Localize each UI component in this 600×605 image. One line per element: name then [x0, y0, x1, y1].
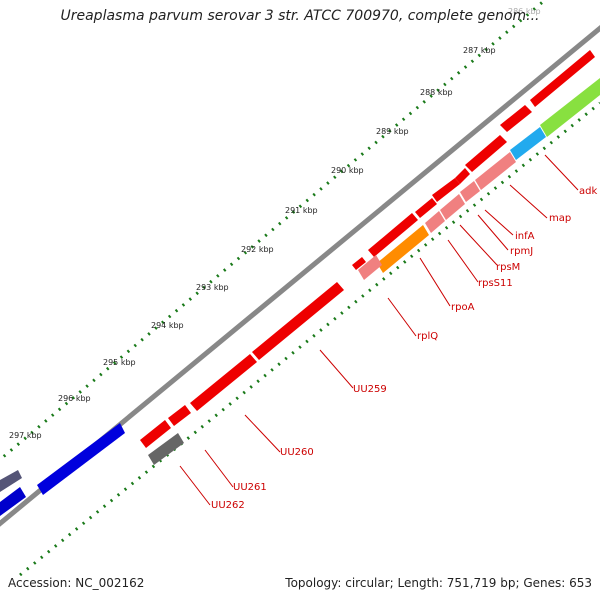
gene-arrow[interactable]	[190, 354, 257, 411]
gene-label: rpsM	[496, 262, 520, 273]
reverse-genes	[0, 423, 125, 516]
genome-title: Ureaplasma parvum serovar 3 str. ATCC 70…	[60, 8, 540, 24]
gene-label: UU259	[353, 384, 387, 395]
gene-arrow[interactable]	[415, 198, 437, 218]
gene-label: UU261	[233, 482, 267, 493]
kbp-tick-label: 291 kbp	[285, 206, 318, 215]
gene-arrow[interactable]	[252, 282, 344, 360]
ribosomal-gene[interactable]	[475, 152, 516, 190]
kbp-tick-label: 295 kbp	[103, 358, 136, 367]
kbp-tick-label: 293 kbp	[196, 283, 229, 292]
kbp-tick-label: 286 kbp	[508, 7, 541, 16]
kbp-tick-label: 289 kbp	[376, 127, 409, 136]
topology-summary: Topology: circular; Length: 751,719 bp; …	[285, 576, 592, 590]
kbp-tick-label: 288 kbp	[420, 88, 453, 97]
forward-genes	[140, 50, 595, 448]
gene-arrow[interactable]	[500, 105, 532, 132]
gene-label: infA	[515, 231, 535, 242]
gene-label: adk	[579, 186, 597, 197]
gene-arrow[interactable]	[352, 257, 366, 270]
adk-gene[interactable]	[540, 78, 600, 137]
inner-dotted-ruler	[19, 101, 600, 577]
ribosomal-gene[interactable]	[358, 255, 382, 280]
gene-arrow-reverse[interactable]	[0, 487, 26, 516]
gene-arrow[interactable]	[465, 135, 507, 172]
gene-arrow[interactable]	[368, 213, 418, 257]
kbp-tick-label: 294 kbp	[151, 321, 184, 330]
gene-arrow[interactable]	[140, 420, 171, 448]
gene-arrow-reverse[interactable]	[37, 423, 125, 495]
outer-dotted-ruler	[0, 0, 546, 462]
gene-label: rpoA	[451, 302, 475, 313]
kbp-tick-label: 292 kbp	[241, 245, 274, 254]
label-leaders	[179, 154, 579, 506]
kbp-tick-label: 296 kbp	[58, 394, 91, 403]
gene-name-labels: adk map infA rpmJ rpsM rpsS11 rpoA rplQ UU259 UU2…	[211, 186, 597, 511]
gene-arrow[interactable]	[455, 168, 470, 184]
ribosomal-gene[interactable]	[460, 181, 480, 202]
ribosomal-gene[interactable]	[425, 211, 445, 233]
map-gene[interactable]	[510, 127, 546, 160]
gene-arrow[interactable]	[530, 50, 595, 107]
gene-label: map	[549, 213, 571, 224]
second-track-genes	[148, 78, 600, 465]
gene-arrow[interactable]	[168, 405, 191, 426]
gene-arrow[interactable]	[432, 178, 460, 202]
gene-label: rpmJ	[510, 246, 533, 257]
gene-arrow-reverse[interactable]	[0, 470, 22, 492]
rpoA-gene[interactable]	[377, 225, 429, 273]
gene-label: UU262	[211, 500, 245, 511]
gene-label: UU260	[280, 447, 314, 458]
kbp-tick-label: 290 kbp	[331, 166, 364, 175]
ribosomal-gene[interactable]	[440, 194, 465, 220]
kbp-tick-labels: 286 kbp 287 kbp 288 kbp 289 kbp 290 kbp 291 k…	[9, 7, 541, 440]
accession-text: Accession: NC_002162	[8, 576, 145, 590]
gene-label: rpsS11	[478, 278, 513, 289]
kbp-tick-label: 297 kbp	[9, 431, 42, 440]
gene-label: rplQ	[417, 331, 438, 342]
rna-gene[interactable]	[148, 433, 184, 465]
kbp-tick-label: 287 kbp	[463, 46, 496, 55]
